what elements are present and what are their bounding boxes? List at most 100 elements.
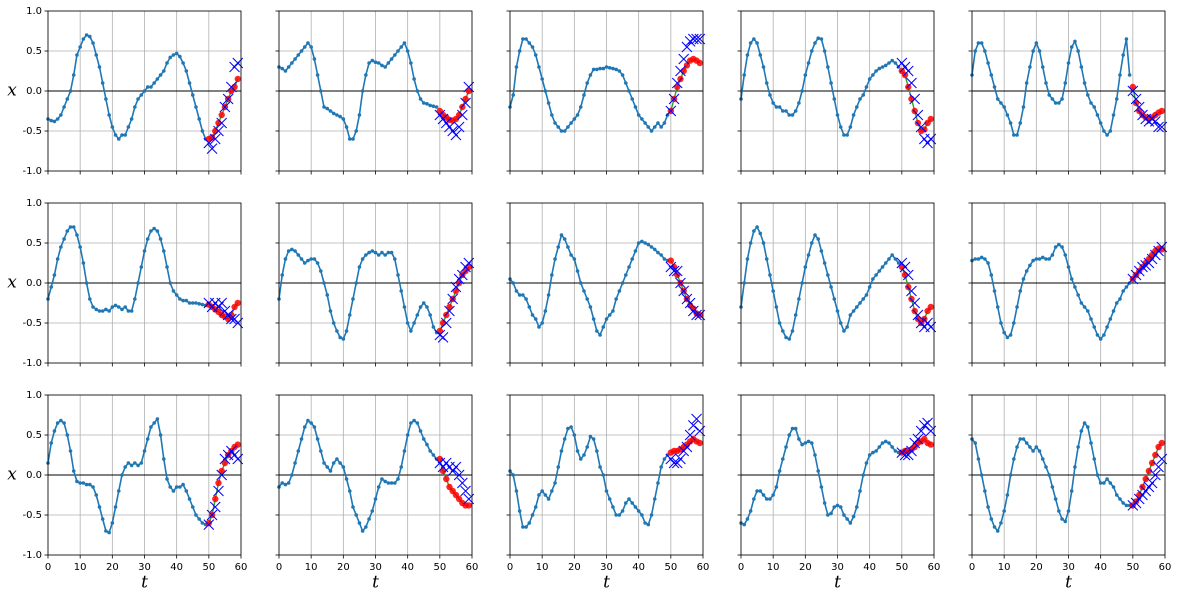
data-point [659, 253, 663, 257]
x-tick-label: 0 [738, 562, 744, 573]
forecast-point [1145, 467, 1153, 475]
data-point [803, 265, 808, 269]
forecast-point [927, 115, 934, 123]
data-point [646, 125, 651, 129]
data-point [793, 426, 798, 431]
data-point [197, 302, 201, 306]
data-point [995, 305, 1000, 309]
forecast-point [465, 87, 472, 95]
data-point [181, 482, 185, 487]
y-axis-label: x [7, 81, 17, 101]
forecast-point [443, 311, 450, 319]
data-point [871, 450, 875, 455]
axes-frame [971, 202, 1166, 364]
data-point [656, 250, 660, 255]
data-point [877, 445, 882, 449]
data-point [842, 133, 846, 137]
data-point [360, 89, 365, 93]
data-point [152, 226, 156, 231]
target-marker [203, 519, 215, 530]
target-marker [434, 329, 446, 341]
target-marker [691, 33, 702, 45]
data-point [286, 65, 291, 69]
data-point [315, 73, 320, 77]
data-point [829, 81, 833, 85]
data-point [758, 231, 763, 236]
data-point [393, 257, 397, 261]
data-point [1079, 429, 1084, 433]
data-point [781, 329, 785, 333]
data-point [389, 250, 394, 255]
data-point [806, 253, 811, 257]
target-marker [444, 305, 455, 317]
x-tick-label: 20 [568, 562, 581, 573]
data-point [1124, 37, 1129, 41]
x-tick-label: 30 [369, 562, 382, 573]
data-point [809, 49, 814, 53]
data-point [129, 117, 134, 121]
data-point [604, 317, 609, 321]
data-point [617, 513, 622, 517]
data-point [806, 61, 811, 65]
data-point [748, 41, 753, 45]
forecast-point [901, 71, 909, 79]
data-point [880, 265, 885, 269]
data-point [299, 257, 304, 261]
target-marker [206, 509, 218, 521]
data-point [1018, 121, 1023, 125]
data-point [874, 69, 878, 73]
data-point [165, 265, 169, 269]
y-tick-label: 0.5 [26, 238, 42, 249]
data-point [784, 109, 788, 113]
data-point [55, 117, 60, 121]
data-point [1002, 105, 1006, 109]
data-point [197, 517, 201, 521]
data-point [341, 117, 346, 121]
data-point [1073, 465, 1077, 469]
data-point [322, 105, 326, 109]
target-marker [918, 420, 930, 431]
data-point [396, 477, 400, 481]
target-marker [213, 485, 224, 497]
target-marker [450, 281, 462, 293]
data-point [171, 53, 176, 57]
data-point [777, 321, 782, 325]
data-point [97, 309, 102, 313]
data-point [890, 445, 894, 449]
data-point [983, 49, 987, 53]
data-point [777, 105, 782, 109]
y-tick-label: -0.5 [22, 318, 42, 329]
data-point [357, 265, 362, 269]
forecast-point [927, 441, 934, 448]
target-marker [915, 121, 927, 133]
data-point [370, 509, 375, 513]
data-point [742, 281, 747, 285]
data-point [533, 317, 538, 321]
forecast-point [908, 295, 915, 303]
data-point [540, 321, 544, 325]
data-point [524, 297, 528, 301]
x-tick-label: 0 [969, 562, 975, 573]
data-point [290, 247, 294, 252]
data-point [107, 309, 111, 313]
target-marker [450, 129, 462, 141]
data-point [393, 53, 397, 57]
data-point [556, 125, 561, 129]
data-point [309, 45, 313, 49]
data-point [184, 69, 189, 73]
data-point [357, 113, 362, 117]
data-point [1037, 449, 1042, 453]
data-point [890, 58, 894, 63]
forecast-point [1139, 483, 1146, 491]
x-tick-label: 60 [697, 562, 710, 573]
x-tick-label: 40 [863, 562, 876, 573]
data-point [973, 49, 978, 53]
data-point [848, 313, 853, 317]
forecast-point [455, 111, 463, 119]
data-point [1108, 129, 1113, 133]
y-tick-label: 0.0 [26, 278, 42, 289]
target-marker [460, 97, 471, 109]
data-point [1089, 101, 1093, 105]
data-point [367, 61, 371, 65]
x-tick-label: 50 [1126, 562, 1139, 573]
